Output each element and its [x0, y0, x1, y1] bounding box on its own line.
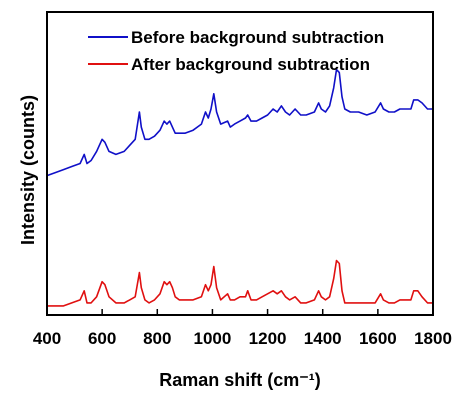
series-line-1: [46, 68, 433, 177]
x-tick-label: 400: [33, 329, 61, 348]
x-tick-label: 1200: [249, 329, 287, 348]
x-tick-label: 1800: [414, 329, 452, 348]
x-tick-label: 1600: [359, 329, 397, 348]
y-axis-label: Intensity (counts): [18, 95, 38, 245]
x-axis-label: Raman shift (cm⁻¹): [159, 370, 321, 390]
legend-label-1: Before background subtraction: [131, 28, 384, 47]
x-axis-ticks: 400 600 800 1000 1200 1400 1600 1800: [33, 309, 452, 348]
x-tick-label: 1000: [194, 329, 232, 348]
x-tick-label: 600: [88, 329, 116, 348]
series-line-2: [47, 259, 433, 307]
x-tick-label: 800: [143, 329, 171, 348]
plot-frame: [46, 11, 434, 316]
x-tick-label: 1400: [304, 329, 342, 348]
legend: Before background subtraction After backg…: [88, 28, 384, 74]
legend-label-2: After background subtraction: [131, 55, 370, 74]
plot-series: [46, 68, 433, 307]
